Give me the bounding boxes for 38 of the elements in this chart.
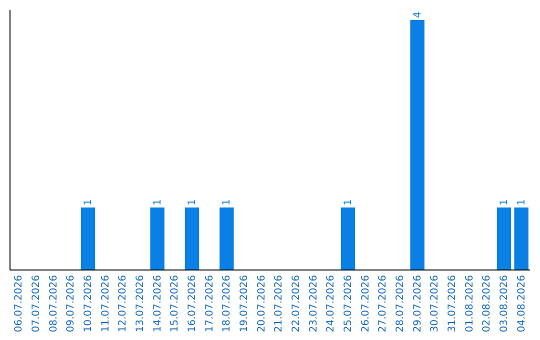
- x-tick-label: 26.07.2026: [360, 275, 372, 332]
- data-label: 1: [152, 199, 164, 206]
- x-tick-label: 12.07.2026: [118, 275, 129, 332]
- x-tick-label: 03.08.2026: [499, 275, 510, 332]
- data-label: 4: [412, 12, 424, 18]
- x-tick-label: 04.08.2026: [516, 275, 528, 332]
- x-tick-label: 16.07.2026: [187, 275, 198, 332]
- x-tick-label: 24.07.2026: [326, 275, 337, 332]
- x-tick-label: 31.07.2026: [447, 275, 458, 332]
- x-tick-label: 14.07.2026: [152, 275, 164, 332]
- data-label: 1: [83, 199, 94, 206]
- data-label: 1: [499, 199, 510, 206]
- x-tick-label: 13.07.2026: [135, 275, 146, 332]
- x-tick-label: 25.07.2026: [343, 275, 354, 332]
- data-label: 1: [516, 199, 528, 206]
- data-label: 1: [222, 199, 233, 206]
- x-tick-label: 08.07.2026: [48, 275, 60, 332]
- x-tick-label: 06.07.2026: [14, 275, 25, 332]
- x-tick-label: 18.07.2026: [222, 275, 233, 332]
- x-tick-label: 09.07.2026: [66, 275, 77, 332]
- x-tick-label: 30.07.2026: [430, 275, 441, 332]
- x-tick-label: 15.07.2026: [170, 275, 181, 332]
- x-tick-label: 11.07.2026: [100, 275, 112, 332]
- x-tick-label: 23.07.2026: [308, 275, 320, 332]
- x-tick-label: 29.07.2026: [412, 275, 424, 332]
- x-tick-label: 07.07.2026: [31, 275, 42, 332]
- x-tick-label: 21.07.2026: [274, 275, 285, 332]
- x-tick-label: 02.08.2026: [482, 275, 493, 332]
- x-tick-label: 19.07.2026: [239, 275, 250, 332]
- x-tick-label: 01.08.2026: [464, 275, 476, 332]
- data-label: 1: [187, 199, 198, 206]
- x-tick-label: 22.07.2026: [291, 275, 302, 332]
- x-tick-label: 17.07.2026: [204, 275, 216, 332]
- data-label: 1: [343, 199, 354, 206]
- x-tick-label: 20.07.2026: [256, 275, 268, 332]
- x-tick-label: 27.07.2026: [378, 275, 389, 332]
- x-tick-label: 28.07.2026: [395, 275, 406, 332]
- x-tick-label: 10.07.2026: [83, 275, 94, 332]
